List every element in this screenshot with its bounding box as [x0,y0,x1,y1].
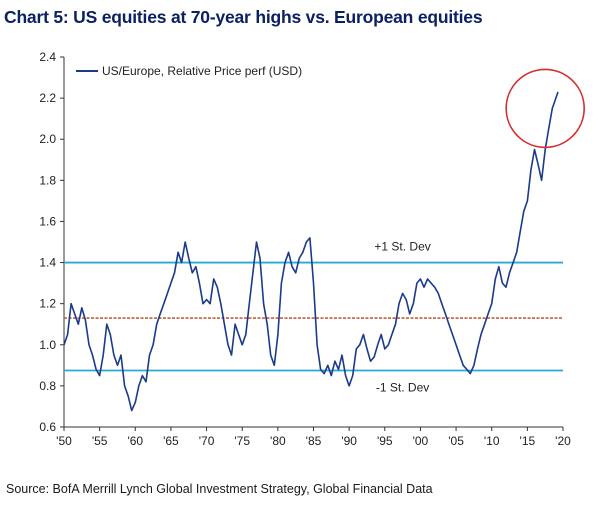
x-tick-label: '75 [234,434,250,448]
y-tick-label: 1.4 [39,256,56,270]
y-tick-label: 0.8 [39,379,56,393]
source-note: Source: BofA Merrill Lynch Global Invest… [6,482,433,496]
x-tick-label: '05 [448,434,464,448]
series-line [63,91,559,412]
x-tick-label: '65 [163,434,179,448]
x-tick-label: '55 [92,434,108,448]
y-tick-label: 1.2 [39,297,56,311]
ref-label-minus: -1 St. Dev [376,380,429,394]
series [63,91,559,412]
chart-title: Chart 5: US equities at 70-year highs vs… [4,7,483,27]
axes: 0.6 0.8 1.0 1.2 1.4 1.6 1.8 2.0 2.2 2.4 '50 '55 '60 '… [39,50,571,448]
x-tick-label: '20 [555,434,571,448]
y-tick-label: 1.8 [39,173,56,187]
x-tick-label: '60 [127,434,143,448]
x-tick-label: '15 [520,434,536,448]
y-tick-label: 2.2 [39,91,56,105]
x-tick-label: '80 [270,434,286,448]
chart-svg: 0.6 0.8 1.0 1.2 1.4 1.6 1.8 2.0 2.2 2.4 '50 '55 '60 '… [39,50,585,448]
highlight-circle [505,68,585,149]
y-tick-label: 0.6 [39,420,56,434]
x-tick-label: '00 [413,434,429,448]
legend-label: US/Europe, Relative Price perf (USD) [102,64,302,78]
annotations: +1 St. Dev -1 St. Dev [374,68,585,394]
x-tick-label: '50 [56,434,72,448]
y-tick-label: 1.6 [39,214,56,228]
ref-label-plus: +1 St. Dev [374,240,430,254]
x-tick-label: '10 [484,434,500,448]
x-tick-label: '90 [341,434,357,448]
y-tick-label: 2.4 [39,50,56,64]
x-tick-label: '85 [306,434,322,448]
x-tick-label: '70 [199,434,215,448]
y-tick-label: 2.0 [39,132,56,146]
legend: US/Europe, Relative Price perf (USD) [76,64,302,78]
y-tick-label: 1.0 [39,338,56,352]
x-tick-label: '95 [377,434,393,448]
